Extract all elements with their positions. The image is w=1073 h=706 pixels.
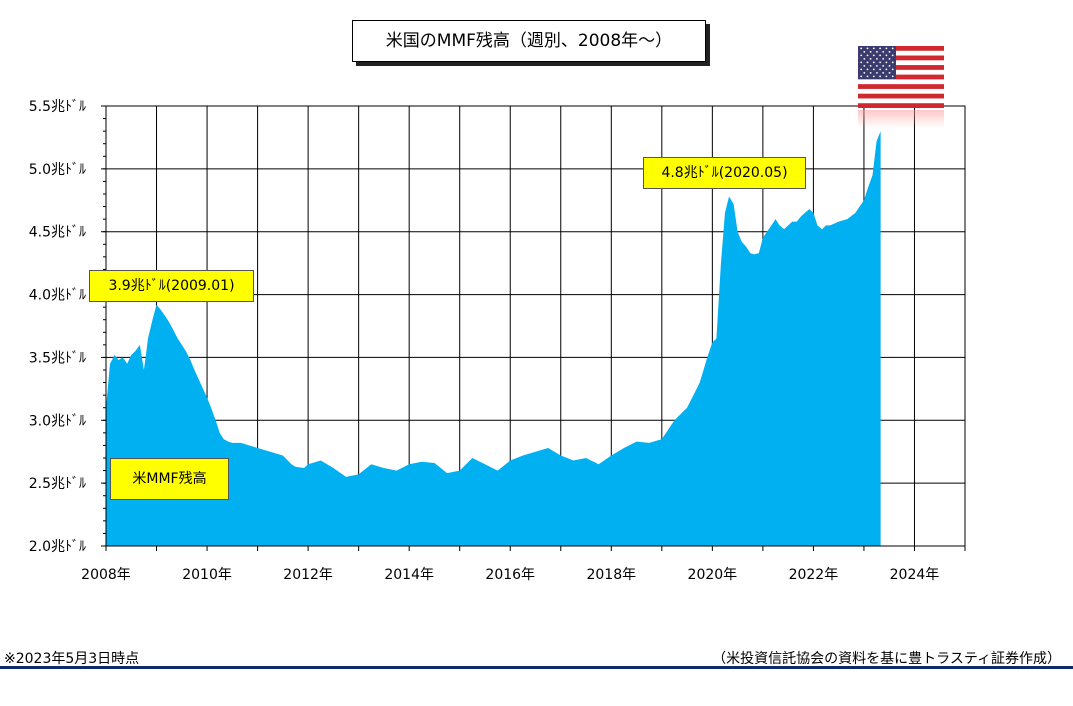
- series-area: [106, 131, 881, 546]
- us-flag-icon: [858, 46, 944, 108]
- date-note: ※2023年5月3日時点: [4, 651, 140, 667]
- x-tick-label: 2010年: [182, 567, 232, 583]
- x-tick-label: 2020年: [688, 567, 738, 583]
- x-tick-label: 2014年: [384, 567, 434, 583]
- y-axis: 2.0兆ﾄﾞﾙ 2.5兆ﾄﾞﾙ 3.0兆ﾄﾞﾙ 3.5兆ﾄﾞﾙ 4.0兆ﾄﾞﾙ 4.5兆ﾄ…: [29, 99, 106, 555]
- plot-border: [105, 105, 966, 547]
- chart-title: 米国のMMF残高（週別、2008年～）: [352, 20, 706, 62]
- x-tick-label: 2022年: [789, 567, 839, 583]
- x-tick-label: 2016年: [485, 567, 535, 583]
- y-tick-label: 3.0兆ﾄﾞﾙ: [29, 413, 86, 429]
- annotation-2020-peak: 4.8兆ﾄﾞﾙ(2020.05): [643, 157, 806, 189]
- y-tick-label: 2.0兆ﾄﾞﾙ: [29, 539, 86, 555]
- x-tick-label: 2012年: [283, 567, 333, 583]
- source-note: （米投資信託協会の資料を基に豊トラスティ証券作成）: [712, 651, 1061, 667]
- bottom-rule: [0, 666, 1073, 669]
- y-tick-label: 4.5兆ﾄﾞﾙ: [29, 225, 86, 241]
- flag-reflection: [858, 110, 944, 128]
- y-tick-label: 3.5兆ﾄﾞﾙ: [29, 350, 86, 366]
- x-axis: 2008年 2010年 2012年 2014年 2016年 2018年 2020年 2022年…: [81, 546, 966, 583]
- x-tick-label: 2018年: [586, 567, 636, 583]
- x-tick-label: 2008年: [81, 567, 131, 583]
- series-label: 米MMF残高: [110, 458, 229, 500]
- y-tick-label: 2.5兆ﾄﾞﾙ: [29, 476, 86, 492]
- annotation-2009-peak: 3.9兆ﾄﾞﾙ(2009.01): [89, 270, 254, 302]
- y-tick-label: 5.5兆ﾄﾞﾙ: [29, 99, 86, 115]
- x-tick-label: 2024年: [890, 567, 940, 583]
- y-tick-label: 4.0兆ﾄﾞﾙ: [29, 288, 86, 304]
- y-tick-label: 5.0兆ﾄﾞﾙ: [29, 162, 86, 178]
